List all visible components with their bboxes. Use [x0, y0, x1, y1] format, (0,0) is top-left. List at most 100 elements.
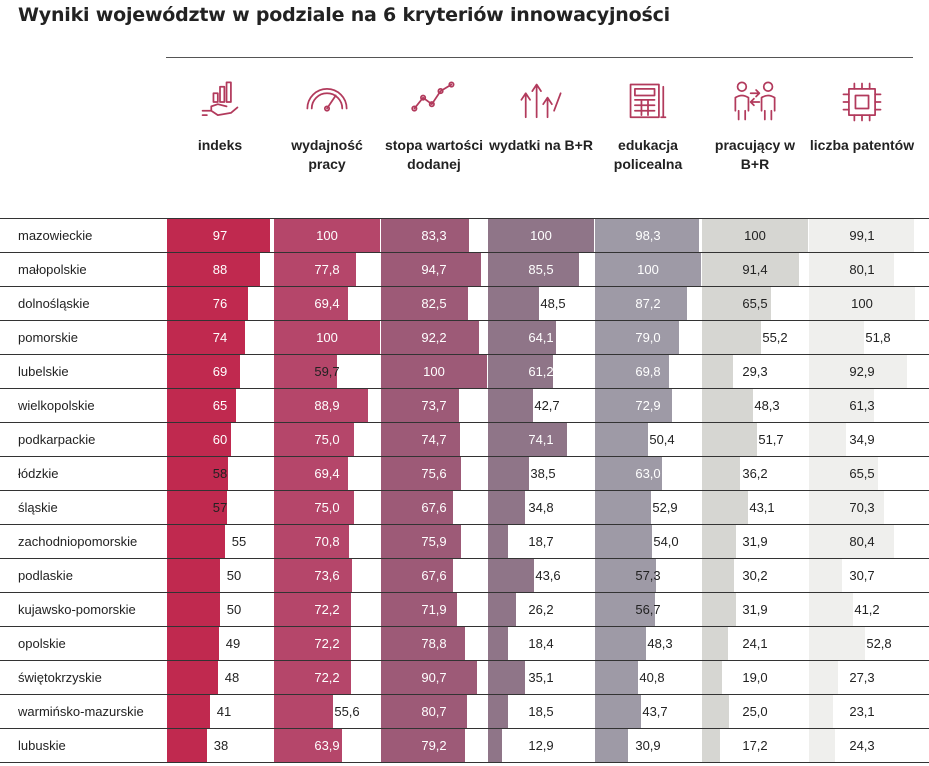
- value-label: 55: [231, 534, 247, 549]
- value-label: 75,0: [314, 432, 340, 447]
- value-label: 38: [213, 738, 229, 753]
- value-bar: [381, 661, 477, 694]
- value-label: 85,5: [528, 262, 554, 277]
- value-label: 73,6: [314, 568, 340, 583]
- region-name: świętokrzyskie: [18, 670, 102, 685]
- value-label: 40,8: [639, 670, 665, 685]
- value-bar: [702, 355, 733, 388]
- table-row: opolskie 49 72,2 78,8 18,4 48,3 24,1 52,8: [0, 626, 929, 660]
- value-label: 19,0: [742, 670, 768, 685]
- region-name: opolskie: [18, 636, 66, 651]
- value-label: 57,3: [635, 568, 661, 583]
- value-cell: 50,4: [595, 423, 701, 456]
- value-cell: 38: [167, 729, 273, 762]
- value-cell: 43,1: [702, 491, 808, 524]
- value-bar: [167, 695, 210, 728]
- value-bar: [488, 627, 508, 660]
- value-bar: [488, 219, 594, 252]
- column-header: liczba patentów: [809, 78, 915, 155]
- value-bar: [167, 423, 231, 456]
- value-label: 67,6: [421, 568, 447, 583]
- value-bar: [595, 321, 679, 354]
- value-cell: 41: [167, 695, 273, 728]
- value-bar: [167, 627, 219, 660]
- region-name: podkarpackie: [18, 432, 96, 447]
- value-cell: 55: [167, 525, 273, 558]
- value-bar: [381, 355, 487, 388]
- value-cell: 40,8: [595, 661, 701, 694]
- value-label: 30,9: [635, 738, 661, 753]
- column-header: stopa wartości dodanej: [381, 78, 487, 174]
- value-cell: 92,9: [809, 355, 915, 388]
- value-bar: [167, 219, 270, 252]
- value-cell: 25,0: [702, 695, 808, 728]
- value-label: 25,0: [742, 704, 768, 719]
- value-cell: 73,7: [381, 389, 487, 422]
- chart-title: Wyniki województw w podziale na 6 kryter…: [18, 4, 670, 26]
- value-label: 75,0: [314, 500, 340, 515]
- value-bar: [702, 389, 753, 422]
- column-header-label: wydajność pracy: [291, 137, 363, 172]
- value-bar: [488, 457, 529, 490]
- value-bar: [274, 253, 356, 286]
- value-bar: [809, 695, 833, 728]
- value-cell: 80,1: [809, 253, 915, 286]
- value-label: 72,9: [635, 398, 661, 413]
- value-cell: 72,2: [274, 627, 380, 660]
- value-bar: [488, 423, 567, 456]
- value-label: 80,1: [849, 262, 875, 277]
- region-name: lubelskie: [18, 364, 69, 379]
- value-cell: 72,9: [595, 389, 701, 422]
- table-row: śląskie 57 75,0 67,6 34,8 52,9 43,1 70,3: [0, 490, 929, 524]
- line-chart-icon: [381, 78, 487, 126]
- value-label: 41: [216, 704, 232, 719]
- value-label: 91,4: [742, 262, 768, 277]
- value-cell: 60: [167, 423, 273, 456]
- value-cell: 24,3: [809, 729, 915, 762]
- value-bar: [274, 661, 351, 694]
- value-label: 72,2: [314, 636, 340, 651]
- value-label: 100: [423, 364, 445, 379]
- value-bar: [488, 729, 502, 762]
- table-row: zachodniopomorskie 55 70,8 75,9 18,7 54,0 31,9…: [0, 524, 929, 558]
- value-label: 65,5: [849, 466, 875, 481]
- value-cell: 57: [167, 491, 273, 524]
- value-bar: [274, 627, 351, 660]
- value-bar: [167, 457, 228, 490]
- value-label: 48,5: [540, 296, 566, 311]
- value-bar: [702, 627, 728, 660]
- table-row: wielkopolskie 65 88,9 73,7 42,7 72,9 48,3 61,3: [0, 388, 929, 422]
- value-label: 52,8: [866, 636, 892, 651]
- value-label: 64,1: [528, 330, 554, 345]
- hand-chart-icon: [167, 78, 273, 126]
- value-cell: 75,0: [274, 491, 380, 524]
- value-bar: [702, 457, 740, 490]
- value-bar: [809, 287, 915, 320]
- value-label: 76: [212, 296, 228, 311]
- value-cell: 70,3: [809, 491, 915, 524]
- value-label: 97: [212, 228, 228, 243]
- value-cell: 88: [167, 253, 273, 286]
- value-label: 98,3: [635, 228, 661, 243]
- value-label: 92,2: [421, 330, 447, 345]
- region-name: śląskie: [18, 500, 58, 515]
- value-label: 92,9: [849, 364, 875, 379]
- value-label: 75,6: [421, 466, 447, 481]
- value-label: 36,2: [742, 466, 768, 481]
- value-cell: 70,8: [274, 525, 380, 558]
- value-bar: [381, 423, 460, 456]
- column-header-label: liczba patentów: [809, 137, 915, 153]
- value-label: 18,4: [528, 636, 554, 651]
- value-label: 90,7: [421, 670, 447, 685]
- value-label: 83,3: [421, 228, 447, 243]
- value-cell: 78,8: [381, 627, 487, 660]
- value-bar: [595, 287, 687, 320]
- value-label: 43,6: [535, 568, 561, 583]
- value-cell: 65,5: [809, 457, 915, 490]
- value-bar: [488, 491, 525, 524]
- value-cell: 100: [595, 253, 701, 286]
- value-cell: 99,1: [809, 219, 915, 252]
- value-cell: 76: [167, 287, 273, 320]
- value-label: 63,0: [635, 466, 661, 481]
- value-bar: [167, 491, 227, 524]
